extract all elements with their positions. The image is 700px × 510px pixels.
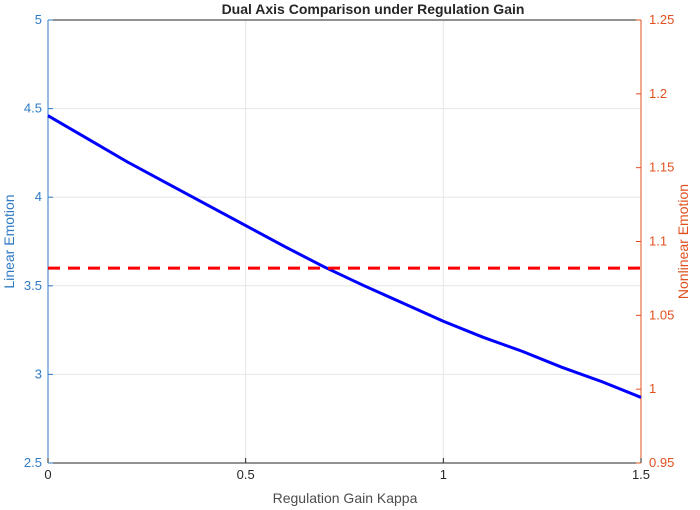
- chart-title: Dual Axis Comparison under Regulation Ga…: [222, 1, 525, 17]
- y-axis-left-label: Linear Emotion: [1, 194, 17, 288]
- x-axis-label: Regulation Gain Kappa: [273, 490, 418, 506]
- linear-emotion-line: [47, 114, 642, 399]
- x-tick-label-2: 1: [440, 467, 447, 482]
- y-left-tick-label-4: 4.5: [24, 101, 42, 116]
- y-left-tick-label-3: 4: [35, 189, 42, 204]
- y-right-tick-label-3: 1.1: [649, 234, 667, 249]
- y-right-tick-label-6: 1.25: [649, 12, 674, 27]
- series-layer: [47, 114, 642, 399]
- y-left-tick-label-5: 5: [35, 12, 42, 27]
- y-left-tick-label-0: 2.5: [24, 455, 42, 470]
- x-tick-label-3: 1.5: [632, 467, 650, 482]
- y-right-tick-label-1: 1: [649, 381, 656, 396]
- y-axis-right-label: Nonlinear Emotion: [675, 184, 691, 299]
- y-left-tick-label-2: 3.5: [24, 278, 42, 293]
- tick-layer: 0 0.5 1 1.5 2.5 3 3.5 4 4.5 5 0.95 1 1.05 1.1 1.15 1.2 1…: [24, 12, 674, 482]
- y-left-tick-label-1: 3: [35, 366, 42, 381]
- y-right-tick-label-4: 1.15: [649, 160, 674, 175]
- y-right-tick-label-5: 1.2: [649, 86, 667, 101]
- x-tick-label-1: 0.5: [237, 467, 255, 482]
- x-tick-label-0: 0: [44, 467, 51, 482]
- y-right-tick-label-2: 1.05: [649, 307, 674, 322]
- y-right-tick-label-0: 0.95: [649, 455, 674, 470]
